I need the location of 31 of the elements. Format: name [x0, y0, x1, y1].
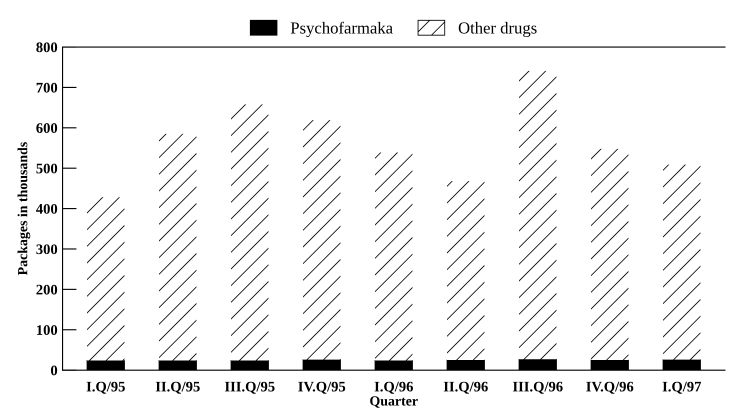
y-tick-label: 200 — [36, 284, 58, 295]
bar — [447, 181, 484, 360]
y-tick-label: 100 — [36, 325, 58, 335]
y-axis-title: Packages in thousands — [18, 142, 30, 276]
x-tick-label: I.Q/95 — [86, 382, 125, 394]
bar — [159, 134, 196, 360]
bar — [519, 70, 556, 360]
x-tick-label: IV.Q/95 — [298, 382, 346, 394]
x-axis-title: Quarter — [370, 396, 418, 408]
bar — [591, 148, 628, 360]
x-tick-label: IV.Q/96 — [586, 382, 634, 394]
x-tick-label: I.Q/96 — [374, 382, 413, 394]
y-tick-label: 400 — [36, 204, 58, 214]
y-tick-label: 800 — [36, 42, 58, 52]
x-tick-label: III.Q/96 — [512, 382, 563, 394]
bar — [303, 120, 340, 360]
bar — [87, 197, 124, 360]
y-tick-label: 0 — [50, 366, 58, 376]
y-tick-label: 600 — [36, 123, 58, 134]
bar — [375, 152, 412, 360]
x-tick-label: I.Q/97 — [662, 382, 702, 394]
y-tick-label: 300 — [36, 244, 58, 254]
legend-label: Other drugs — [458, 22, 537, 38]
bar — [663, 164, 700, 360]
bar — [231, 104, 268, 360]
x-tick-label: II.Q/96 — [444, 382, 488, 394]
y-tick-label: 500 — [36, 164, 58, 174]
x-tick-label: III.Q/95 — [224, 382, 275, 394]
legend-label: Psychofarmaka — [290, 22, 393, 38]
y-tick-label: 700 — [36, 82, 58, 93]
x-tick-label: II.Q/95 — [156, 382, 200, 394]
